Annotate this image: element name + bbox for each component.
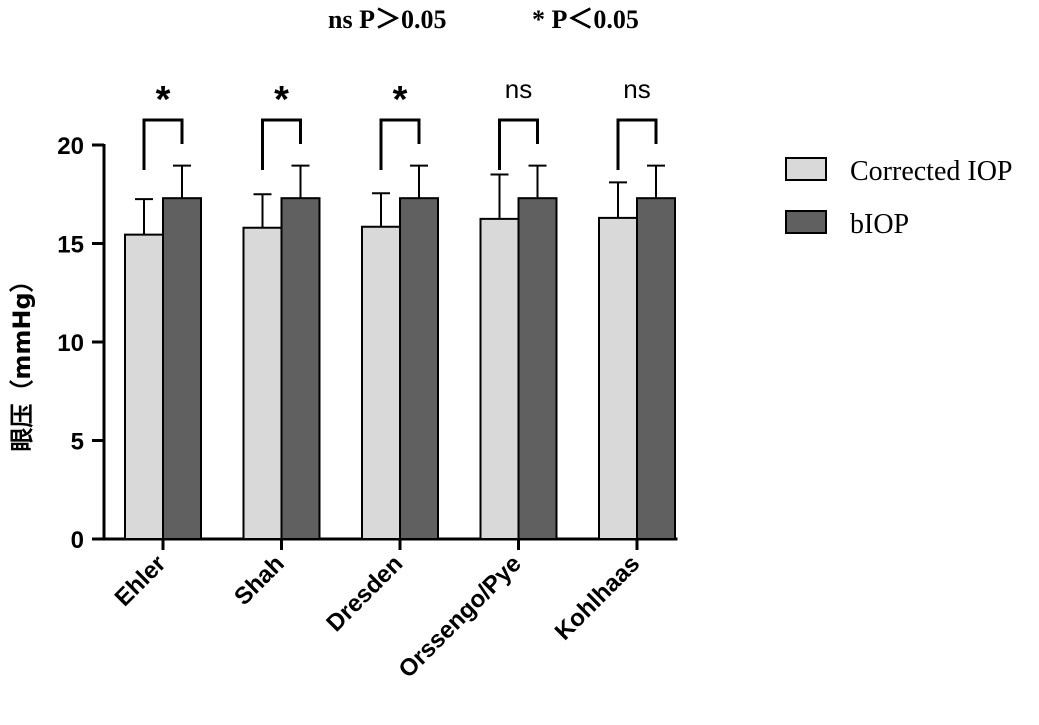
bar-corrected-iop — [124, 233, 164, 540]
significance-bracket — [498, 118, 539, 170]
bar-biop — [636, 197, 676, 540]
note-star: * P＜0.05 — [532, 5, 639, 34]
note-ns: ns P＞0.05 — [328, 5, 446, 34]
y-tick-label: 20 — [57, 133, 84, 160]
legend: Corrected IOP bIOP — [785, 156, 1013, 240]
plot-area: 0 5 10 15 20 Ehler * Shah * Dresden * Orssengo/Pye n… — [57, 74, 678, 683]
x-category-label: Orssengo/Pye — [394, 550, 527, 683]
bar-corrected-iop — [242, 226, 283, 541]
y-tick-label: 0 — [71, 527, 84, 554]
significance-bracket — [379, 118, 421, 170]
significance-label: ns — [505, 74, 532, 104]
bar-biop — [517, 197, 558, 540]
legend-swatch-corrected-iop — [785, 157, 827, 181]
bar-biop — [280, 197, 321, 540]
significance-label: * — [393, 79, 408, 121]
significance-label: * — [156, 79, 171, 121]
bar-biop — [399, 197, 439, 540]
y-tick-label: 5 — [71, 429, 84, 456]
bar-corrected-iop — [361, 225, 401, 540]
y-tick-label: 15 — [57, 232, 84, 259]
significance-bracket — [261, 118, 302, 170]
x-category-label: Kohlhaas — [550, 550, 645, 645]
significance-bracket — [616, 118, 658, 170]
bar-biop — [162, 197, 202, 540]
x-category-label: Dresden — [321, 550, 408, 637]
legend-label-biop: bIOP — [850, 209, 909, 240]
significance-bracket — [142, 118, 184, 170]
bar-corrected-iop — [479, 217, 520, 540]
legend-label-corrected-iop: Corrected IOP — [850, 156, 1013, 187]
bar-corrected-iop — [598, 216, 638, 540]
legend-swatch-biop — [785, 210, 827, 234]
significance-label: ns — [623, 74, 650, 104]
y-tick-label: 10 — [57, 330, 84, 357]
x-category-label: Shah — [229, 550, 290, 611]
y-axis-label: 眼压（mmHg） — [8, 268, 36, 451]
x-category-label: Ehler — [110, 550, 172, 612]
significance-label: * — [274, 79, 289, 121]
